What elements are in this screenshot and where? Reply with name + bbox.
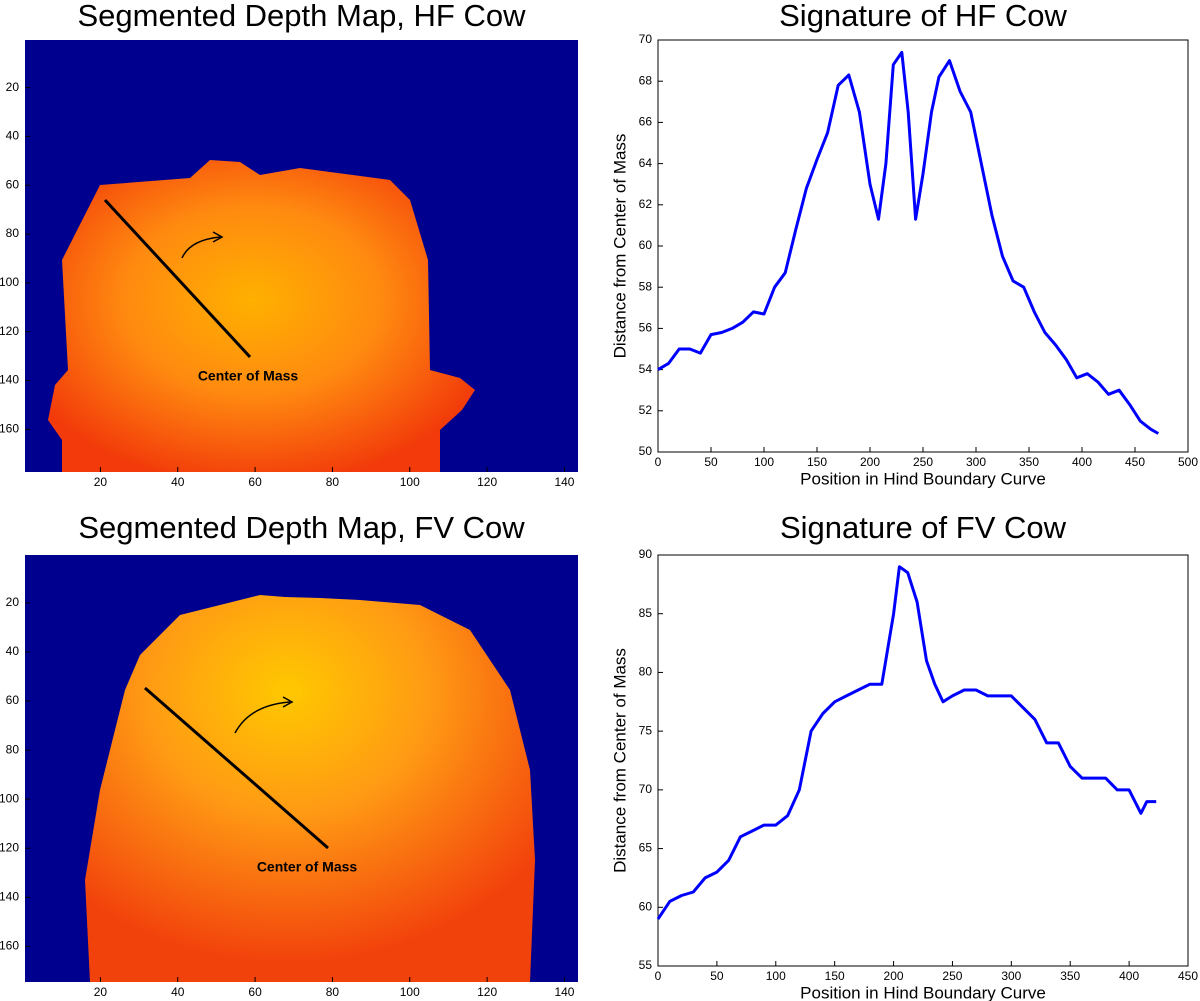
y-tick-label: 64 — [639, 156, 653, 170]
y-tick-label: 80 — [6, 742, 20, 756]
x-tick-label: 200 — [884, 969, 904, 983]
annotation: Center of Mass — [257, 859, 358, 875]
x-tick-label: 140 — [554, 475, 574, 489]
y-tick-label: 85 — [639, 606, 653, 620]
x-tick-label: 40 — [171, 985, 185, 999]
x-tick-label: 80 — [326, 475, 340, 489]
y-tick-label: 62 — [639, 197, 653, 211]
x-tick-label: 20 — [94, 475, 108, 489]
x-tick-label: 80 — [326, 985, 340, 999]
y-tick-label: 60 — [639, 238, 653, 252]
depth-image-hf — [25, 40, 578, 472]
x-tick-label: 50 — [704, 455, 718, 469]
y-tick-label: 75 — [639, 723, 653, 737]
x-axis-label: Position in Hind Boundary Curve — [800, 983, 1046, 1001]
y-tick-label: 70 — [639, 782, 653, 796]
x-tick-label: 20 — [94, 985, 108, 999]
y-tick-label: 20 — [6, 595, 20, 609]
x-tick-label: 450 — [1178, 969, 1198, 983]
x-axis-label: Position in Hind Boundary Curve — [800, 469, 1046, 488]
x-tick-label: 120 — [477, 475, 497, 489]
y-tick-label: 40 — [6, 129, 20, 143]
plot-area — [657, 39, 1189, 453]
y-tick-label: 120 — [0, 324, 19, 338]
y-tick-label: 100 — [0, 791, 19, 805]
y-tick-label: 20 — [6, 80, 20, 94]
y-tick-label: 120 — [0, 840, 19, 854]
x-tick-label: 0 — [655, 455, 662, 469]
y-tick-label: 55 — [639, 958, 653, 972]
y-tick-label: 70 — [639, 32, 653, 46]
plot-area — [657, 554, 1189, 967]
depth-image-fv — [25, 555, 578, 982]
x-tick-label: 150 — [825, 969, 845, 983]
x-tick-label: 140 — [554, 985, 574, 999]
y-tick-label: 54 — [639, 362, 653, 376]
x-tick-label: 100 — [754, 455, 774, 469]
line-series — [657, 50, 1160, 435]
y-tick-label: 140 — [0, 373, 19, 387]
x-tick-label: 450 — [1125, 455, 1145, 469]
x-tick-label: 50 — [710, 969, 724, 983]
y-tick-label: 52 — [639, 403, 653, 417]
y-tick-label: 160 — [0, 939, 19, 953]
y-tick-label: 100 — [0, 275, 19, 289]
y-tick-label: 65 — [639, 841, 653, 855]
x-tick-label: 60 — [248, 475, 262, 489]
x-tick-label: 300 — [966, 455, 986, 469]
x-tick-label: 60 — [248, 985, 262, 999]
x-tick-label: 350 — [1060, 969, 1080, 983]
y-tick-label: 140 — [0, 890, 19, 904]
chart-title: Segmented Depth Map, FV Cow — [78, 510, 525, 545]
x-tick-label: 350 — [1019, 455, 1039, 469]
x-tick-label: 40 — [171, 475, 185, 489]
y-tick-label: 160 — [0, 421, 19, 435]
y-tick-label: 66 — [639, 115, 653, 129]
y-tick-label: 60 — [639, 899, 653, 913]
x-tick-label: 150 — [807, 455, 827, 469]
x-tick-label: 300 — [1001, 969, 1021, 983]
chart-title: Signature of HF Cow — [779, 0, 1067, 33]
chart-title: Signature of FV Cow — [780, 510, 1067, 545]
x-tick-label: 120 — [477, 985, 497, 999]
y-tick-label: 50 — [639, 444, 653, 458]
line-series — [656, 565, 1157, 920]
y-tick-label: 80 — [6, 226, 20, 240]
y-tick-label: 90 — [639, 547, 653, 561]
chart-title: Segmented Depth Map, HF Cow — [78, 0, 527, 33]
x-tick-label: 400 — [1072, 455, 1092, 469]
x-tick-label: 200 — [860, 455, 880, 469]
y-tick-label: 60 — [6, 177, 20, 191]
y-tick-label: 68 — [639, 73, 653, 87]
x-tick-label: 250 — [942, 969, 962, 983]
y-tick-label: 60 — [6, 693, 20, 707]
y-axis-label: Distance from Center of Mass — [610, 134, 629, 359]
x-tick-label: 250 — [913, 455, 933, 469]
y-tick-label: 80 — [639, 665, 653, 679]
annotation: Center of Mass — [198, 368, 299, 384]
x-tick-label: 100 — [400, 475, 420, 489]
x-tick-label: 100 — [766, 969, 786, 983]
x-tick-label: 500 — [1178, 455, 1198, 469]
y-tick-label: 58 — [639, 279, 653, 293]
x-tick-label: 0 — [655, 969, 662, 983]
y-axis-label: Distance from Center of Mass — [610, 648, 629, 873]
x-tick-label: 100 — [400, 985, 420, 999]
y-tick-label: 56 — [639, 321, 653, 335]
y-tick-label: 40 — [6, 644, 20, 658]
x-tick-label: 400 — [1119, 969, 1139, 983]
